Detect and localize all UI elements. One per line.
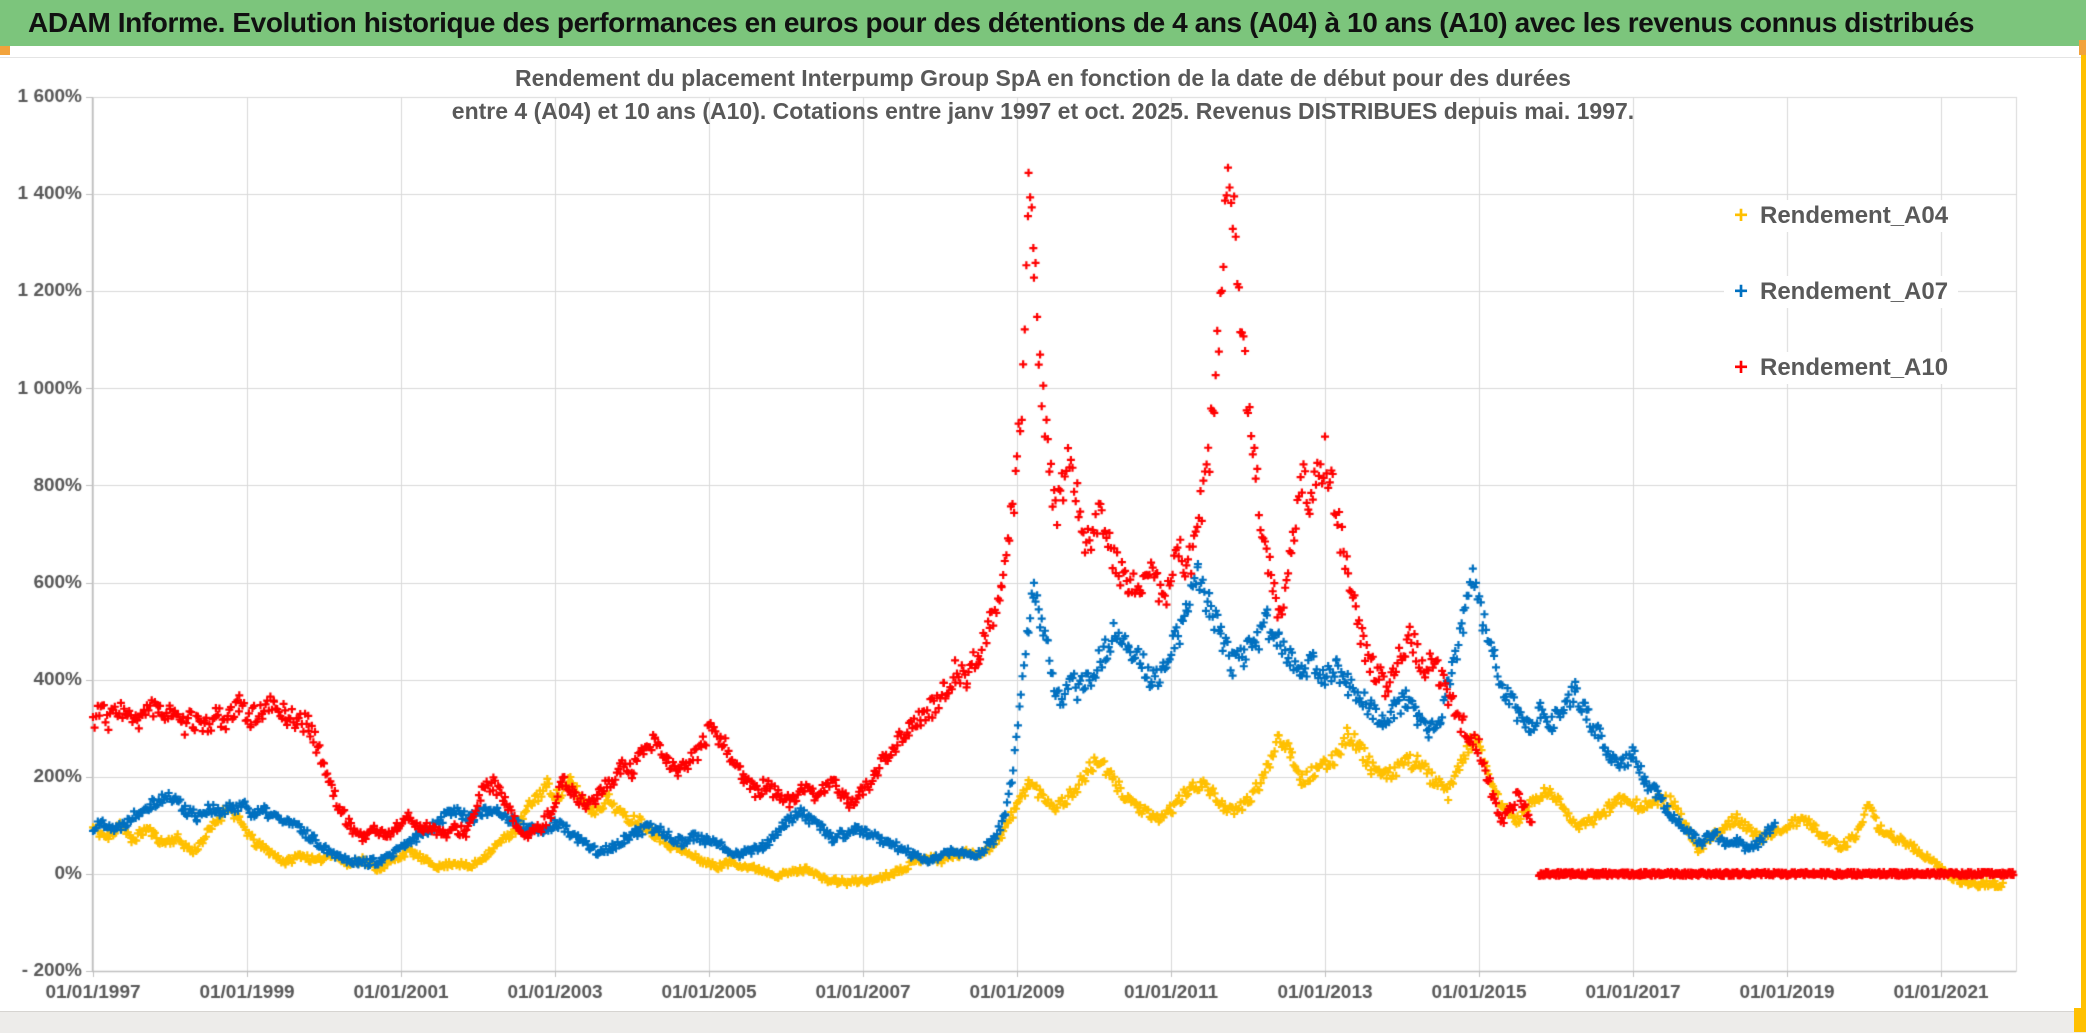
legend-label: Rendement_A10 <box>1760 354 1949 381</box>
header-bar: ADAM Informe. Evolution historique des p… <box>0 0 2086 46</box>
legend-item-rendement-a04: + Rendement_A04 <box>1724 200 1959 232</box>
chart-title-line1: Rendement du placement Interpump Group S… <box>515 65 1571 91</box>
plus-marker-icon: + <box>1733 278 1748 305</box>
orange-corner-accent <box>2079 40 2086 55</box>
header-title: ADAM Informe. Evolution historique des p… <box>28 7 1975 38</box>
legend-label: Rendement_A07 <box>1760 278 1949 305</box>
bottom-window-strip <box>0 1011 2086 1033</box>
divider-line <box>0 57 2086 58</box>
plus-marker-icon: + <box>1733 202 1748 229</box>
yellow-corner-accent <box>2074 1008 2086 1032</box>
legend-item-rendement-a10: + Rendement_A10 <box>1724 352 1959 384</box>
chart-legend: + Rendement_A04 + Rendement_A07 + Rendem… <box>1724 200 1959 428</box>
yellow-frame-strip <box>2081 55 2086 1010</box>
plus-marker-icon: + <box>1733 354 1748 381</box>
chart-title-line2: entre 4 (A04) et 10 ans (A10). Cotations… <box>451 98 1635 124</box>
orange-corner-accent <box>0 46 10 55</box>
legend-item-rendement-a07: + Rendement_A07 <box>1724 276 1959 308</box>
legend-label: Rendement_A04 <box>1760 202 1949 229</box>
chart-title: Rendement du placement Interpump Group S… <box>0 62 2086 128</box>
